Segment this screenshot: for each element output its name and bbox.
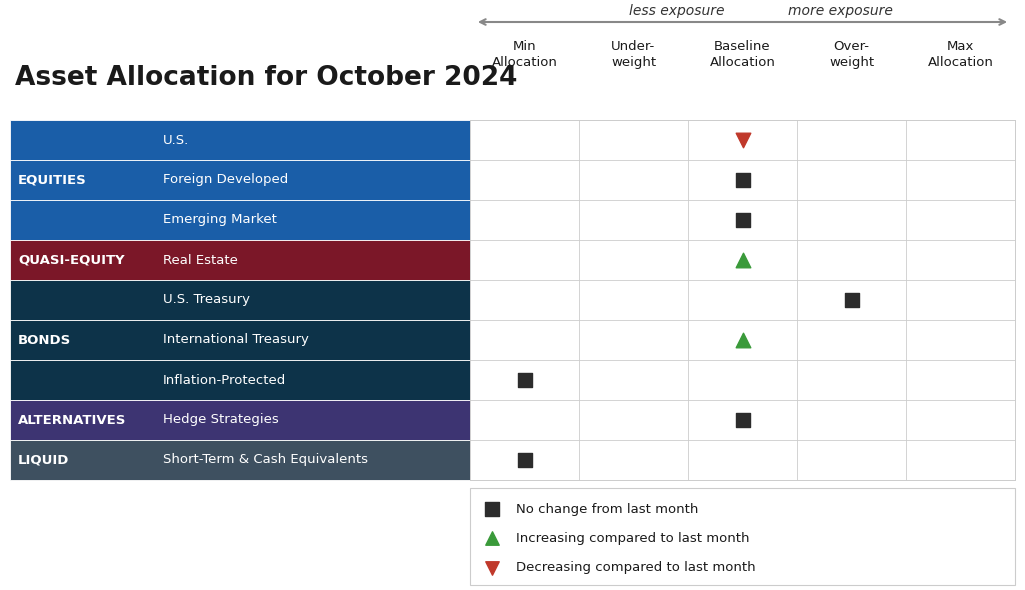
Point [734,215,750,225]
Text: less exposure: less exposure [629,4,725,18]
Bar [10,200,470,240]
Text: EQUITIES: EQUITIES [18,173,87,186]
Text: Asset Allocation for October 2024: Asset Allocation for October 2024 [15,65,518,91]
Text: Under-
weight: Under- weight [611,40,656,69]
Text: U.S. Treasury: U.S. Treasury [163,293,250,306]
Bar [10,160,470,200]
Text: Max
Allocation: Max Allocation [928,40,993,69]
Text: Foreign Developed: Foreign Developed [163,173,288,186]
Text: Min
Allocation: Min Allocation [492,40,558,69]
Point [844,295,860,304]
Text: Decreasing compared to last month: Decreasing compared to last month [516,561,755,574]
Bar [10,240,470,280]
Point [517,375,533,385]
Point [734,335,750,345]
Point [734,175,750,185]
Text: No change from last month: No change from last month [516,503,698,516]
Bar [10,280,470,320]
Point [484,534,500,543]
Text: Real Estate: Real Estate [163,254,238,267]
Point [734,255,750,265]
Text: ALTERNATIVES: ALTERNATIVES [18,414,126,427]
Text: LIQUID: LIQUID [18,454,70,467]
Text: International Treasury: International Treasury [163,333,309,346]
Text: BONDS: BONDS [18,333,72,346]
Bar [10,440,470,480]
Point [484,563,500,572]
Text: Emerging Market: Emerging Market [163,214,277,227]
Bar [470,120,1015,480]
Text: QUASI-EQUITY: QUASI-EQUITY [18,254,125,267]
Text: more exposure: more exposure [788,4,893,18]
Point [484,504,500,514]
Bar [470,488,1015,585]
Text: Baseline
Allocation: Baseline Allocation [709,40,776,69]
Bar [10,320,470,360]
Point [517,455,533,465]
Bar [10,120,470,160]
Text: Hedge Strategies: Hedge Strategies [163,414,279,427]
Text: U.S.: U.S. [163,133,190,146]
Bar [10,360,470,400]
Text: Increasing compared to last month: Increasing compared to last month [516,532,749,545]
Text: Over-
weight: Over- weight [829,40,874,69]
Point [734,415,750,425]
Text: Short-Term & Cash Equivalents: Short-Term & Cash Equivalents [163,454,368,467]
Bar [10,400,470,440]
Point [734,135,750,145]
Text: Inflation-Protected: Inflation-Protected [163,373,286,386]
